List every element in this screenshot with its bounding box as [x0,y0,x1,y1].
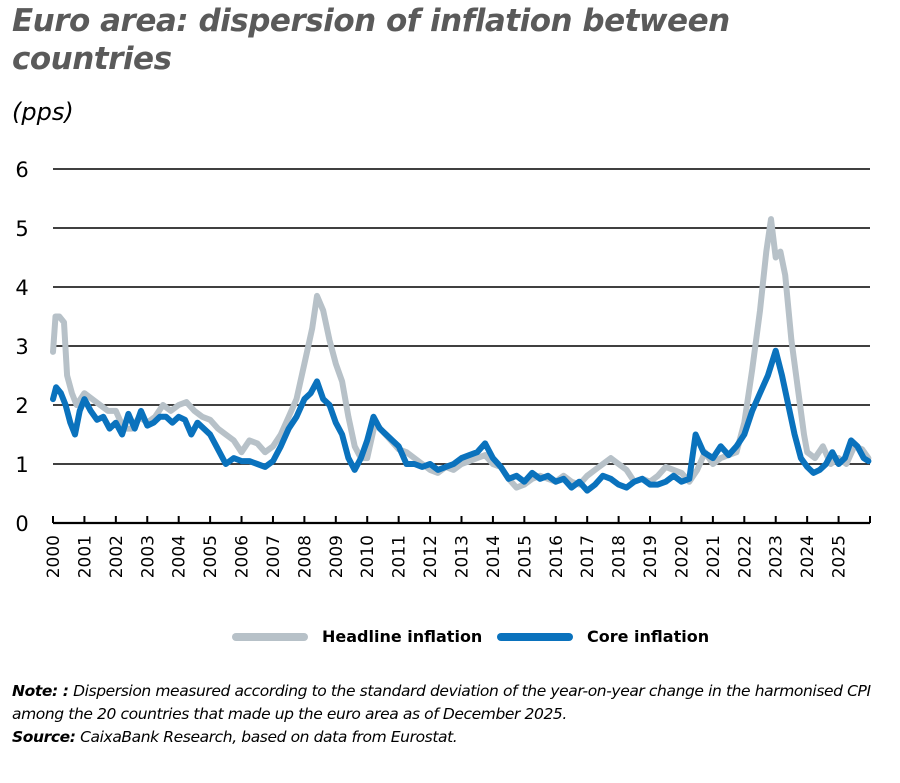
x-tick-label: 2005 [201,535,221,578]
x-tick-label: 2003 [138,535,158,578]
x-tick-label: 2017 [578,535,598,578]
y-tick-label: 0 [15,512,28,536]
source-text: CaixaBank Research, based on data from E… [75,728,458,746]
x-tick-label: 2000 [44,535,64,578]
x-tick-label: 2016 [547,535,567,578]
x-tick-label: 2004 [170,535,190,578]
x-tick-label: 2012 [421,535,441,578]
source-label: Source: [12,728,76,746]
headline-swatch-icon [232,632,308,641]
x-tick-label: 2018 [610,535,630,578]
unit-label: (pps) [12,98,74,126]
note: Note: : Dispersion measured according to… [12,680,897,726]
x-tick-label: 2006 [233,535,253,578]
x-tick-label: 2014 [484,535,504,578]
source: Source: CaixaBank Research, based on dat… [12,726,897,749]
legend-label-headline: Headline inflation [322,627,483,646]
x-tick-label: 2009 [327,535,347,578]
y-tick-label: 2 [15,394,28,418]
chart-title: Euro area: dispersion of inflation betwe… [12,3,730,77]
x-tick-label: 2020 [672,535,692,578]
x-tick-label: 2008 [295,535,315,578]
legend-label-core: Core inflation [587,627,710,646]
y-axis-ticks: 0 1 2 3 4 5 6 [15,158,28,536]
legend: Headline inflation Core inflation [0,627,900,655]
x-tick-label: 2021 [704,535,724,578]
x-tick-label: 2019 [641,535,661,578]
note-label: Note: : [12,682,69,700]
y-tick-label: 1 [15,453,28,477]
x-tick-label: 2025 [830,535,850,578]
y-tick-label: 4 [15,276,28,300]
x-tick-label: 2011 [390,535,410,578]
core-inflation-line [50,347,872,494]
x-tick-label: 2023 [767,535,787,578]
footnotes: Note: : Dispersion measured according to… [12,680,897,749]
y-tick-label: 6 [15,158,28,182]
x-tick-label: 2013 [453,535,473,578]
core-swatch-icon [497,632,573,641]
x-tick-label: 2001 [75,535,95,578]
line-chart: 0 1 2 3 4 5 6 2000 2001 2002 2003 2004 2005 2006 2007… [15,158,872,578]
x-tick-label: 2015 [515,535,535,578]
x-tick-label: 2010 [358,535,378,578]
x-axis: 2000 2001 2002 2003 2004 2005 2006 2007 2008 2009… [44,516,871,578]
data-series [50,216,872,494]
legend-item-core: Core inflation [497,627,709,646]
legend-item-headline: Headline inflation [232,627,482,646]
headline-inflation-line [50,216,872,491]
y-tick-label: 3 [15,335,28,359]
note-text: Dispersion measured according to the sta… [12,682,871,723]
x-tick-label: 2024 [798,535,818,578]
x-tick-label: 2022 [735,535,755,578]
x-tick-label: 2007 [264,535,284,578]
x-tick-label: 2002 [107,535,127,578]
y-tick-label: 5 [15,217,28,241]
